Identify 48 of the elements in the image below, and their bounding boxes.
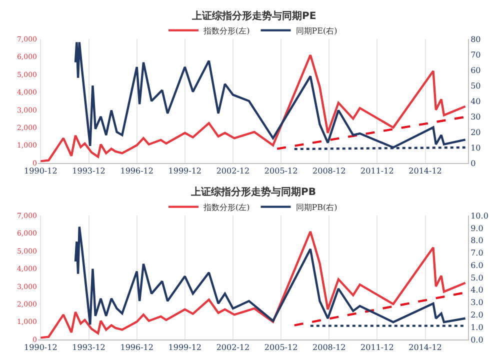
y2-tick-label: 0.0 xyxy=(470,335,484,344)
legend-label: 同期PB(右) xyxy=(296,202,338,212)
x-tick-label: 2014-12 xyxy=(408,166,442,176)
chart-title: 上证综指分形走势与同期PE xyxy=(191,10,316,22)
y2-tick-label: 60 xyxy=(470,66,481,75)
legend-label: 同期PE(右) xyxy=(296,26,338,36)
x-tick-label: 2011-12 xyxy=(360,166,394,176)
y2-tick-label: 30 xyxy=(470,112,481,122)
line-series xyxy=(40,230,466,339)
legend-label: 指数分形(左) xyxy=(202,202,250,212)
x-tick-label: 1996-12 xyxy=(120,166,154,176)
y2-tick-label: 10 xyxy=(470,143,481,152)
y2-tick-label: 1.0 xyxy=(470,322,484,332)
y2-tick-label: 40 xyxy=(470,96,481,106)
y2-tick-label: 70 xyxy=(470,50,481,60)
y2-tick-label: 80 xyxy=(470,34,481,44)
x-tick-label: 1999-12 xyxy=(168,343,202,352)
legend-label: 指数分形(左) xyxy=(202,26,250,36)
x-tick-label: 2002-12 xyxy=(216,343,250,352)
y2-tick-label: 6.0 xyxy=(470,260,484,270)
y2-tick-label: 7.0 xyxy=(470,248,484,258)
x-tick-label: 1990-12 xyxy=(24,166,58,176)
x-tick-label: 2005-12 xyxy=(264,166,298,176)
y2-tick-label: 2.0 xyxy=(470,310,484,320)
x-tick-label: 2011-12 xyxy=(360,343,394,352)
x-tick-label: 1993-12 xyxy=(72,343,106,352)
x-tick-label: 1990-12 xyxy=(24,343,58,352)
y2-tick-label: 9.0 xyxy=(470,224,484,233)
y2-tick-label: 4.0 xyxy=(470,286,484,295)
x-tick-label: 1999-12 xyxy=(168,166,202,176)
chart-title: 上证综指分形走势与同期PB xyxy=(190,186,316,198)
x-tick-label: 2002-12 xyxy=(216,166,250,176)
x-tick-label: 1996-12 xyxy=(120,343,154,352)
y2-tick-label: 0 xyxy=(470,158,476,168)
y2-tick-label: 5.0 xyxy=(470,273,484,282)
line-series xyxy=(40,54,466,162)
y2-tick-label: 20 xyxy=(470,128,481,137)
line-series xyxy=(74,226,466,326)
x-tick-label: 2014-12 xyxy=(408,343,442,352)
y2-tick-label: 50 xyxy=(470,81,481,90)
x-tick-label: 1993-12 xyxy=(72,166,106,176)
x-tick-label: 2008-12 xyxy=(312,343,346,352)
y2-tick-label: 3.0 xyxy=(470,298,484,308)
line-series xyxy=(74,41,466,149)
x-tick-label: 2005-12 xyxy=(264,343,298,352)
x-tick-label: 2008-12 xyxy=(312,166,346,176)
y2-tick-label: 10.0 xyxy=(470,211,488,220)
y2-tick-label: 8.0 xyxy=(470,236,484,246)
